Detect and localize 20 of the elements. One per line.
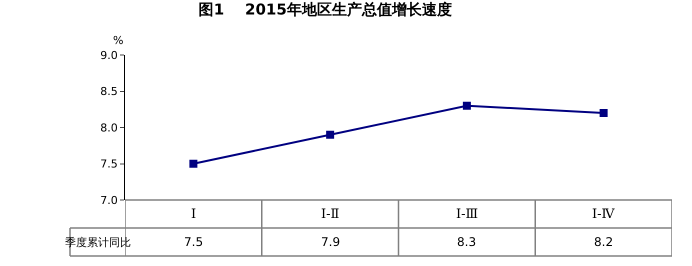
x-tick-label: Ⅰ-Ⅲ (456, 207, 478, 222)
x-tick-label: Ⅰ-Ⅳ (592, 207, 616, 222)
x-tick-label: Ⅰ (191, 207, 196, 222)
y-tick-label: 9.0 (100, 48, 118, 62)
data-label: 8.3 (457, 235, 476, 249)
data-label: 7.5 (184, 235, 204, 249)
chart-title: 图1 2015年地区生产总值增长速度 (198, 0, 452, 18)
point (189, 160, 198, 168)
text: 季度累计同比 (65, 236, 131, 249)
y-tick-label: 8.0 (100, 121, 118, 134)
y-tick-label: 8.5 (100, 85, 118, 98)
x-tick-label: Ⅰ-Ⅱ (321, 207, 340, 222)
data-label: 8.2 (594, 235, 614, 249)
point (326, 130, 334, 139)
data-label: 7.9 (321, 235, 340, 249)
y-tick-label: 7.5 (100, 158, 118, 171)
point (600, 109, 608, 117)
y-tick-label: 7.0 (100, 194, 118, 207)
point (462, 102, 471, 110)
y-axis-title: % (113, 34, 124, 47)
